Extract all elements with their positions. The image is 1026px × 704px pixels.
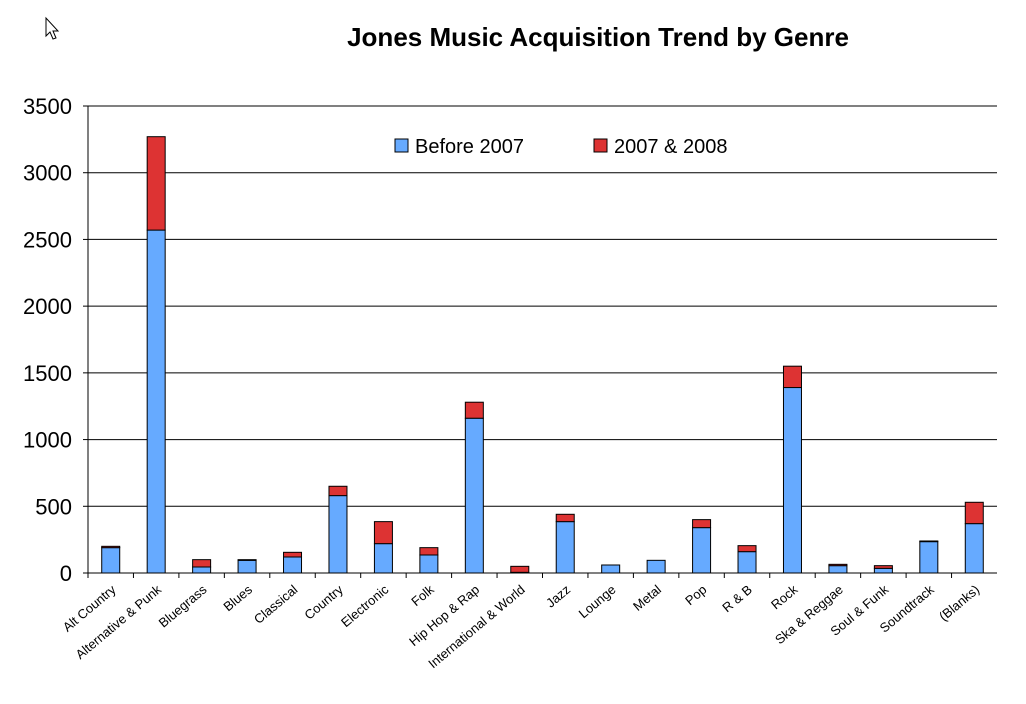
bar-ska-reggae-2007-2008 [828, 563, 848, 567]
bar-hip-hop-rap-before-2007 [464, 417, 484, 574]
x-tick-label-blues: Blues [220, 581, 255, 614]
x-tick-label-jazz: Jazz [543, 582, 573, 611]
y-tick-label-3000: 3000 [23, 161, 72, 186]
bar-alternative-punk-before-2007 [146, 229, 166, 574]
x-tick-label-r-b: R & B [719, 582, 755, 615]
bar-blues-before-2007 [237, 559, 257, 574]
bar-alt-country-2007-2008 [101, 545, 121, 549]
bar-pop-2007-2008 [692, 519, 712, 529]
bar-r-b-2007-2008 [737, 545, 757, 553]
legend: Before 2007 2007 & 2008 [394, 136, 727, 158]
y-axis-ticks: 0 500 1000 1500 2000 2500 3000 3500 [23, 94, 72, 586]
legend-label-2007-2008: 2007 & 2008 [614, 136, 727, 158]
gridlines [83, 105, 997, 574]
bar-electronic-2007-2008 [373, 521, 393, 545]
bar-soul-funk-before-2007 [873, 567, 893, 574]
x-tick-label-folk: Folk [408, 581, 437, 609]
bar-jazz-2007-2008 [555, 513, 575, 523]
legend-swatch-before-2007 [394, 138, 409, 153]
bar-country-before-2007 [328, 495, 348, 574]
bar-metal-before-2007 [646, 559, 666, 574]
bar-soul-funk-2007-2008 [873, 565, 893, 569]
bar-alt-country-before-2007 [101, 547, 121, 574]
bar-electronic-before-2007 [373, 543, 393, 574]
bar-classical-2007-2008 [283, 551, 303, 558]
x-tick-label-blanks: (Blanks) [936, 582, 982, 624]
bar-country-2007-2008 [328, 485, 348, 497]
bar-folk-2007-2008 [419, 547, 439, 556]
x-tick-label-pop: Pop [682, 582, 709, 608]
y-tick-label-500: 500 [35, 494, 72, 519]
y-tick-label-2500: 2500 [23, 227, 72, 252]
bar-classical-before-2007 [283, 556, 303, 574]
legend-label-before-2007: Before 2007 [415, 136, 524, 158]
legend-item-before-2007: Before 2007 [394, 136, 524, 158]
bar-blanks-2007-2008 [964, 501, 984, 525]
bar-ska-reggae-before-2007 [828, 565, 848, 574]
x-tick-label-rock: Rock [768, 581, 801, 612]
bar-bluegrass-2007-2008 [192, 559, 212, 568]
y-tick-label-1500: 1500 [23, 361, 72, 386]
legend-item-2007-2008: 2007 & 2008 [593, 136, 727, 158]
x-tick-label-classical: Classical [251, 582, 301, 627]
x-tick-label-metal: Metal [630, 582, 664, 614]
bar-folk-before-2007 [419, 554, 439, 574]
bar-blanks-before-2007 [964, 523, 984, 574]
bar-pop-before-2007 [692, 527, 712, 574]
bar-international-world-2007-2008 [510, 565, 530, 573]
x-tick-label-bluegrass: Bluegrass [156, 581, 210, 630]
bar-lounge-before-2007 [601, 564, 621, 574]
y-tick-label-2000: 2000 [23, 294, 72, 319]
bar-rock-before-2007 [782, 387, 802, 574]
y-tick-label-3500: 3500 [23, 94, 72, 119]
mouse-cursor-icon [45, 16, 60, 40]
x-tick-label-electronic: Electronic [338, 581, 392, 630]
bar-blues-2007-2008 [237, 559, 257, 561]
bar-rock-2007-2008 [782, 365, 802, 389]
y-tick-label-1000: 1000 [23, 428, 72, 453]
x-tick-label-alternative-punk: Alternative & Punk [73, 581, 165, 662]
chart-title: Jones Music Acquisition Trend by Genre [347, 22, 849, 52]
legend-swatch-2007-2008 [593, 138, 608, 153]
bar-hip-hop-rap-2007-2008 [464, 401, 484, 419]
bar-alternative-punk-2007-2008 [146, 136, 166, 231]
bar-r-b-before-2007 [737, 551, 757, 574]
bar-jazz-before-2007 [555, 521, 575, 574]
bar-soundtrack-before-2007 [919, 541, 939, 574]
bars [101, 136, 984, 574]
x-tick-label-lounge: Lounge [576, 582, 619, 621]
bar-bluegrass-before-2007 [192, 566, 212, 574]
y-tick-label-0: 0 [60, 561, 72, 586]
bar-soundtrack-2007-2008 [919, 540, 939, 543]
